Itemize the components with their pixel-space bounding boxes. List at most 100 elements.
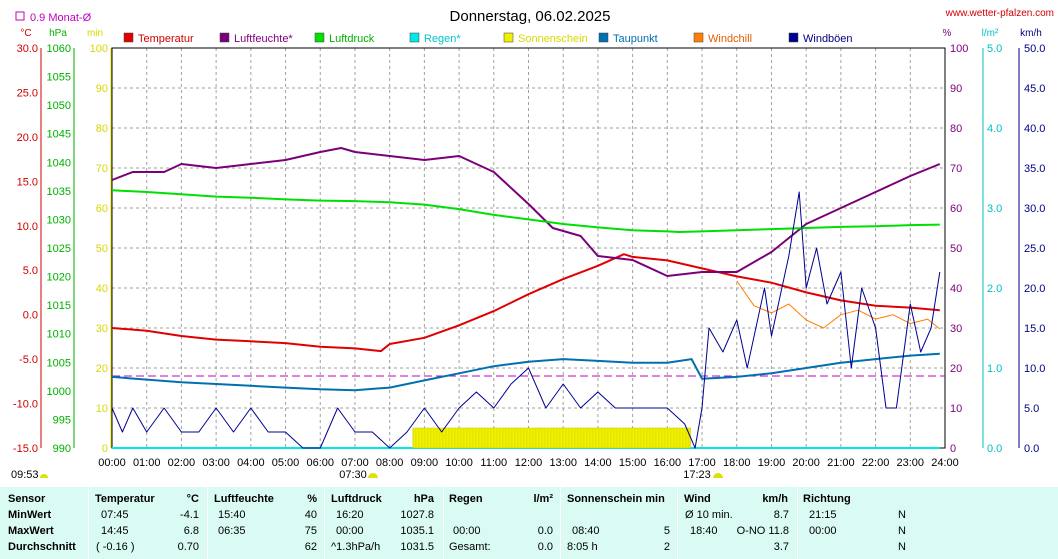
temp-min-value: -4.1: [180, 509, 199, 521]
legend-label: Regen*: [424, 33, 461, 45]
rain-note: 0.9 Monat-Ø: [30, 12, 92, 24]
x-tick-label: 16:00: [654, 457, 682, 469]
wind-min-time: Ø 10 min.: [685, 509, 733, 521]
legend-swatch: [409, 32, 420, 43]
temp-max-value: 6.8: [183, 525, 199, 537]
rain-avg-time: Gesamt:: [449, 541, 491, 553]
hum-max-value: 75: [304, 525, 317, 537]
pressure-tick-label: 1035: [47, 186, 71, 198]
sunshine-tick-label: 20: [96, 363, 108, 375]
hum-min-value: 40: [304, 509, 317, 521]
x-tick-label: 13:00: [549, 457, 577, 469]
x-tick-label: 23:00: [897, 457, 925, 469]
x-tick-label: 11:00: [480, 457, 507, 469]
site-link[interactable]: www.wetter-pfalzen.com: [945, 8, 1054, 19]
wind-tick-label: 45.0: [1024, 83, 1045, 95]
sunshine-tick-label: 50: [96, 243, 108, 255]
legend-label: Luftdruck: [329, 33, 375, 45]
sunrise-time: 07:30: [339, 469, 367, 481]
rain-max-time: 00:00: [453, 525, 481, 537]
press-avg-time: ^1.3hPa/h: [331, 541, 381, 553]
x-tick-label: 14:00: [584, 457, 612, 469]
temperature-tick-label: 20.0: [17, 132, 38, 144]
wind-tick-label: 25.0: [1024, 243, 1045, 255]
wind-tick-label: 15.0: [1024, 323, 1045, 335]
sunshine-axis-unit: min: [87, 28, 103, 39]
x-tick-label: 02:00: [168, 457, 196, 469]
pressure-tick-label: 1055: [47, 72, 71, 84]
temperature-tick-label: 5.0: [23, 265, 38, 277]
rain-max-value: 0.0: [537, 525, 553, 537]
rain-tick-label: 3.0: [987, 203, 1002, 215]
sun-max-value: 5: [663, 525, 670, 537]
row-label: MaxWert: [8, 525, 54, 537]
hdr-rain: Regen: [449, 493, 483, 505]
hum-min-time: 15:40: [218, 509, 246, 521]
row-label: MinWert: [8, 509, 52, 521]
axis-layer: 00:00 01:00 02:00 03:00 04:00 05:00 06:00 07:00…: [13, 43, 1046, 469]
wind-axis-unit: km/h: [1020, 28, 1042, 39]
hdr-hum-unit: %: [307, 493, 317, 505]
rain-tick-label: 0.0: [987, 443, 1002, 455]
x-tick-label: 08:00: [376, 457, 404, 469]
temperature-tick-label: -5.0: [19, 354, 38, 366]
x-tick-label: 19:00: [758, 457, 786, 469]
sunshine-tick-label: 10: [96, 403, 108, 415]
x-tick-label: 09:00: [411, 457, 439, 469]
legend-swatch: [314, 32, 325, 43]
hum-max-time: 06:35: [218, 525, 246, 537]
rain-avg-value: 0.0: [537, 541, 553, 553]
temp-avg-value: 0.70: [177, 541, 199, 553]
x-tick-label: 15:00: [619, 457, 647, 469]
x-tick-label: 05:00: [272, 457, 300, 469]
sun-max-time: 08:40: [572, 525, 600, 537]
pressure-tick-label: 1045: [47, 129, 71, 141]
hdr-sensor: Sensor: [8, 493, 46, 505]
hdr-wind: Wind: [684, 493, 711, 505]
pressure-tick-label: 1005: [47, 357, 71, 369]
series-windben: [111, 191, 941, 449]
x-tick-label: 24:00: [931, 457, 959, 469]
wind-tick-label: 35.0: [1024, 163, 1045, 175]
legend-label: Luftfeuchte*: [234, 33, 293, 45]
dir-max-value: N: [898, 525, 906, 537]
x-tick-label: 21:00: [827, 457, 855, 469]
sunshine-tick-label: 60: [96, 203, 108, 215]
legend-label: Windchill: [708, 33, 752, 45]
legend-label: Temperatur: [138, 33, 194, 45]
hdr-temp: Temperatur: [95, 493, 155, 505]
legend-label: Taupunkt: [613, 33, 658, 45]
humidity-axis-unit: %: [943, 28, 952, 39]
series-luftdruck: [111, 189, 940, 233]
sunshine-tick-label: 90: [96, 83, 108, 95]
pressure-axis-unit: hPa: [49, 28, 67, 39]
hdr-hum: Luftfeuchte: [214, 493, 274, 505]
x-tick-label: 04:00: [237, 457, 265, 469]
legend-swatch: [693, 32, 704, 43]
rain-tick-label: 1.0: [987, 363, 1002, 375]
legend-swatch: [788, 32, 799, 43]
series-windchill: [736, 280, 941, 330]
humidity-tick-label: 30: [950, 323, 962, 335]
press-min-value: 1027.8: [400, 509, 434, 521]
humidity-tick-label: 10: [950, 403, 962, 415]
temperature-tick-label: -15.0: [13, 443, 38, 455]
press-max-value: 1035.1: [400, 525, 434, 537]
series-temperatur: [111, 253, 940, 353]
x-tick-label: 07:00: [341, 457, 369, 469]
hdr-temp-unit: °C: [186, 493, 199, 505]
x-tick-label: 17:00: [688, 457, 716, 469]
sunshine-tick-label: 40: [96, 283, 108, 295]
wind-tick-label: 50.0: [1024, 43, 1045, 55]
temperature-tick-label: 15.0: [17, 176, 38, 188]
pressure-tick-label: 995: [53, 414, 71, 426]
x-tick-label: 00:00: [98, 457, 126, 469]
humidity-tick-label: 20: [950, 363, 962, 375]
temperature-tick-label: 10.0: [17, 221, 38, 233]
sun-avg-time: 8:05 h: [567, 541, 598, 553]
pressure-tick-label: 1010: [47, 329, 71, 341]
hdr-press: Luftdruck: [331, 493, 382, 505]
sunshine-tick-label: 70: [96, 163, 108, 175]
pressure-tick-label: 1040: [47, 157, 71, 169]
bottom-time: 09:53: [11, 469, 39, 481]
